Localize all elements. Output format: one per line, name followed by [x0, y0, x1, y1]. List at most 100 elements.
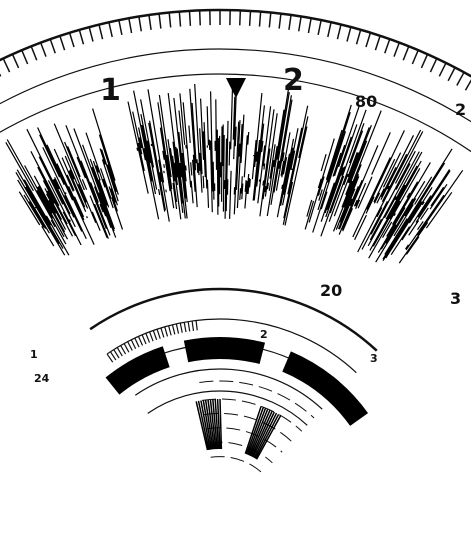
- tick: [137, 336, 144, 346]
- hour-label: 2: [455, 100, 466, 119]
- speed-trace: [5, 83, 464, 460]
- tick: [278, 13, 282, 29]
- tick: [78, 29, 85, 45]
- tick: [402, 46, 410, 61]
- tick: [123, 343, 130, 353]
- tick: [134, 337, 140, 348]
- tick: [195, 320, 198, 331]
- tick: [49, 38, 56, 54]
- tick: [464, 79, 471, 91]
- inner-ring: [201, 398, 303, 432]
- tick: [160, 327, 165, 338]
- tick: [393, 42, 401, 57]
- tick: [168, 12, 172, 28]
- tick: [130, 339, 137, 350]
- tick: [98, 24, 104, 40]
- tick: [118, 19, 123, 35]
- tick: [336, 24, 342, 40]
- tick: [411, 49, 419, 65]
- tick: [178, 11, 182, 27]
- tick: [39, 42, 47, 57]
- tick: [106, 353, 114, 363]
- tick: [156, 328, 161, 339]
- tick: [438, 62, 447, 77]
- hour-label: 3: [450, 289, 461, 308]
- tick: [297, 16, 302, 32]
- tick: [384, 38, 391, 54]
- tick: [141, 334, 147, 345]
- tick: [429, 58, 438, 73]
- tick: [109, 351, 117, 361]
- tick: [30, 46, 38, 61]
- speed-label: 80: [355, 92, 377, 111]
- ring: [0, 48, 471, 123]
- hour-label: 2: [260, 328, 268, 341]
- time-marker: [226, 78, 246, 98]
- activity-bar: [105, 346, 170, 395]
- tick: [447, 67, 456, 82]
- tick: [187, 321, 191, 332]
- activity-bar: [282, 351, 369, 426]
- tick: [327, 22, 332, 38]
- trace-segment: [235, 88, 309, 226]
- tick: [88, 26, 94, 42]
- tick: [456, 71, 465, 86]
- tick: [59, 35, 66, 51]
- tick: [183, 322, 187, 333]
- activity-bar: [183, 337, 266, 364]
- tick: [188, 10, 192, 26]
- tick: [164, 326, 169, 337]
- tick: [239, 10, 242, 26]
- tick: [152, 330, 158, 341]
- inner-ring: [199, 380, 315, 419]
- tick: [346, 26, 352, 42]
- tick: [116, 347, 123, 357]
- tick: [288, 14, 292, 30]
- hour-label: 1: [30, 348, 38, 361]
- tick: [148, 14, 152, 30]
- tick: [420, 53, 429, 69]
- tick: [108, 22, 113, 38]
- tick: [21, 49, 29, 65]
- tick: [171, 324, 176, 335]
- ring: [147, 390, 308, 426]
- tick: [168, 325, 172, 336]
- trace-segment: [5, 108, 124, 256]
- rings: [0, 8, 471, 474]
- ring: [0, 73, 471, 153]
- ring: [106, 318, 357, 374]
- tick: [113, 349, 120, 359]
- ring: [89, 287, 378, 352]
- tick: [11, 53, 20, 69]
- ring: [134, 368, 323, 410]
- tick: [148, 331, 154, 342]
- tick: [179, 322, 183, 333]
- inner-ring: [210, 456, 263, 474]
- tick: [145, 333, 151, 343]
- speed-label: 20: [320, 281, 342, 300]
- tick: [374, 35, 381, 51]
- tick: [365, 32, 372, 48]
- tick: [355, 29, 362, 45]
- tick: [258, 11, 262, 27]
- tick: [317, 19, 322, 35]
- trace-segment: [127, 83, 240, 222]
- hour-label: 1: [100, 73, 121, 108]
- trace-segment: [352, 129, 464, 264]
- tick: [248, 10, 252, 26]
- distance-trace: [244, 406, 282, 460]
- tick: [127, 341, 133, 351]
- tick: [191, 320, 195, 331]
- tick: [198, 10, 201, 26]
- tick: [68, 32, 75, 48]
- tick: [2, 58, 11, 73]
- tick: [268, 12, 272, 28]
- tick: [128, 18, 133, 34]
- tick: [307, 18, 312, 34]
- distance-trace: [195, 398, 223, 451]
- tick: [138, 16, 143, 32]
- trace-segment: [304, 104, 391, 237]
- tick: [120, 345, 127, 355]
- hour-label: 24: [34, 372, 50, 385]
